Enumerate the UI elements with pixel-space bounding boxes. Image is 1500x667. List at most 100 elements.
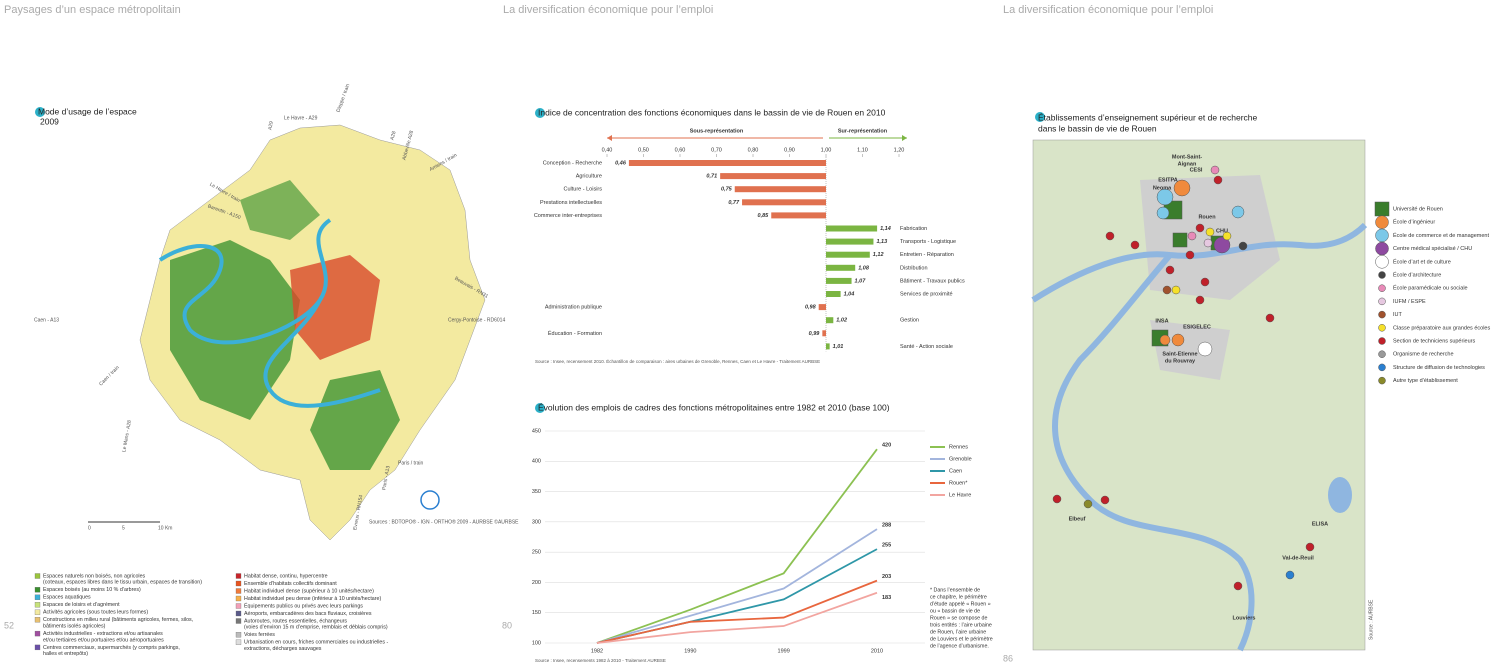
x-tick-label: 0,50 xyxy=(638,147,649,153)
series-line xyxy=(596,579,878,644)
legend-label: Constructions en milieu rural (bâtiments… xyxy=(43,617,193,623)
value-label: 1,08 xyxy=(858,265,870,271)
legend-label: Espaces aquatiques xyxy=(43,595,91,601)
x-tick-label: 2010 xyxy=(871,648,883,654)
value-label: 1,02 xyxy=(836,318,847,324)
legend-label: Activités industrielles - extractions et… xyxy=(43,631,163,637)
legend-swatch xyxy=(1375,215,1389,229)
legend-label: halles et entrepôts) xyxy=(43,651,88,657)
legend-swatch xyxy=(34,617,41,623)
place-label: INSA xyxy=(1155,318,1168,324)
page-header: La diversification économique pour l’emp… xyxy=(503,4,713,16)
legend-label: et/ou tertiaires et/ou portuaires et/ou … xyxy=(43,637,164,643)
institution-marker xyxy=(1162,285,1172,295)
value-label: 1,13 xyxy=(876,239,887,245)
institution-marker xyxy=(1195,295,1205,305)
y-tick-label: 450 xyxy=(532,428,541,434)
legend-swatch xyxy=(235,603,242,609)
x-tick-label: 1,10 xyxy=(857,147,868,153)
institution-marker xyxy=(1231,205,1245,219)
legend-label: Rennes xyxy=(949,444,968,450)
x-tick-label: 1999 xyxy=(778,648,790,654)
institution-marker xyxy=(1305,542,1315,552)
legend-swatch xyxy=(1378,337,1386,345)
institution-marker xyxy=(1083,499,1093,509)
x-tick-label: 0,80 xyxy=(748,147,759,153)
note-line: de Rouen, l’aire urbaine xyxy=(930,629,986,635)
category-label: Services de proximité xyxy=(900,291,953,297)
road-label: A28 xyxy=(389,131,397,141)
legend-swatch xyxy=(235,610,242,617)
legend-swatch xyxy=(1374,201,1390,217)
institution-marker xyxy=(1165,265,1175,275)
bar xyxy=(720,173,826,180)
legend-label: Habitat dense, continu, hypercentre xyxy=(244,573,328,579)
institution-marker xyxy=(1233,581,1243,591)
road-label: Le Mans - A28 xyxy=(121,420,133,453)
value-label: 1,01 xyxy=(833,344,844,350)
legend-label: École d’architecture xyxy=(1393,271,1441,278)
x-tick-label: 1,00 xyxy=(821,147,832,153)
legend-swatch xyxy=(1378,297,1386,306)
legend-swatch xyxy=(1378,376,1386,385)
place-label: du Rouvray xyxy=(1165,358,1196,364)
legend-label: Rouen* xyxy=(949,480,968,486)
legend-label: Activités agricoles (sous toutes leurs f… xyxy=(43,610,148,616)
x-tick-label: 1990 xyxy=(684,648,696,654)
value-label: 0,46 xyxy=(615,160,627,166)
legend-swatch xyxy=(235,580,242,587)
place-label: ESITPA xyxy=(1158,177,1177,183)
legend-swatch xyxy=(1378,350,1386,358)
institution-marker xyxy=(1210,165,1220,175)
road-label: Paris - A13 xyxy=(381,465,391,490)
road-label: Paris / train xyxy=(398,460,424,466)
road-label: Cergy-Pontoise - RD6014 xyxy=(448,317,505,323)
bar xyxy=(826,225,878,232)
place-label: Val-de-Reuil xyxy=(1282,555,1314,561)
legend-label: Organisme de recherche xyxy=(1393,352,1454,358)
road-label: Dieppe / train xyxy=(335,83,351,113)
bar xyxy=(734,186,826,193)
end-value-label: 203 xyxy=(882,574,891,580)
legend-label: Centres commerciaux, supermarchés (y com… xyxy=(43,645,180,651)
legend-label: (coteaux, espaces libres dans le tissu u… xyxy=(43,580,202,586)
page-number: 86 xyxy=(1003,653,1013,663)
legend-label: École d’art et de culture xyxy=(1393,258,1451,265)
scale-label: 5 xyxy=(122,525,125,531)
over-label: Sur-représentation xyxy=(838,128,888,134)
legend-swatch xyxy=(235,639,242,645)
series-line xyxy=(596,448,878,644)
page-header: Paysages d’un espace métropolitain xyxy=(4,4,181,16)
x-tick-label: 1,20 xyxy=(894,147,905,153)
legend-swatch xyxy=(1378,284,1386,292)
legend-label: (voies d’environ 15 m d’emprise, remblai… xyxy=(244,625,388,631)
place-label: Aignan xyxy=(1178,161,1197,167)
map-title: Établissements d’enseignement supérieur … xyxy=(1038,112,1258,122)
note-line: d’étude appelé « Rouen » xyxy=(930,601,991,607)
category-label: Agriculture xyxy=(576,174,602,180)
legend-label: Voies ferrées xyxy=(244,632,275,638)
title-badge xyxy=(1035,112,1045,122)
end-value-label: 288 xyxy=(882,523,891,529)
category-label: Commerce inter-entreprises xyxy=(534,213,602,219)
bar xyxy=(742,199,826,206)
legend-label: Caen xyxy=(949,468,962,474)
institution-marker xyxy=(1265,313,1275,323)
institution-marker xyxy=(1156,206,1170,220)
page-number: 52 xyxy=(4,620,14,630)
under-label: Sous-représentation xyxy=(690,128,744,134)
value-label: 0,77 xyxy=(728,200,740,206)
institutions-map xyxy=(1031,112,1368,652)
legend-label: Espaces de loisirs et d’agrément xyxy=(43,602,120,608)
category-label: Bâtiment - Travaux publics xyxy=(900,278,965,284)
category-label: Conception - Recherche xyxy=(543,160,602,166)
value-label: 0,99 xyxy=(809,331,821,337)
arrow-head xyxy=(607,135,612,141)
institution-marker xyxy=(1159,334,1171,346)
note-line: de l’agence d’urbanisme. xyxy=(930,643,989,649)
bar xyxy=(771,212,826,219)
value-label: 1,07 xyxy=(855,278,867,284)
institution-marker xyxy=(1213,175,1223,185)
urban-area xyxy=(290,255,380,360)
